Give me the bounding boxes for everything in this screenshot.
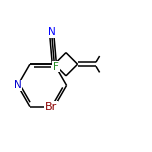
Text: Br: Br [44, 102, 57, 112]
Text: F: F [53, 62, 59, 72]
Text: N: N [14, 80, 22, 90]
Text: N: N [48, 27, 55, 37]
